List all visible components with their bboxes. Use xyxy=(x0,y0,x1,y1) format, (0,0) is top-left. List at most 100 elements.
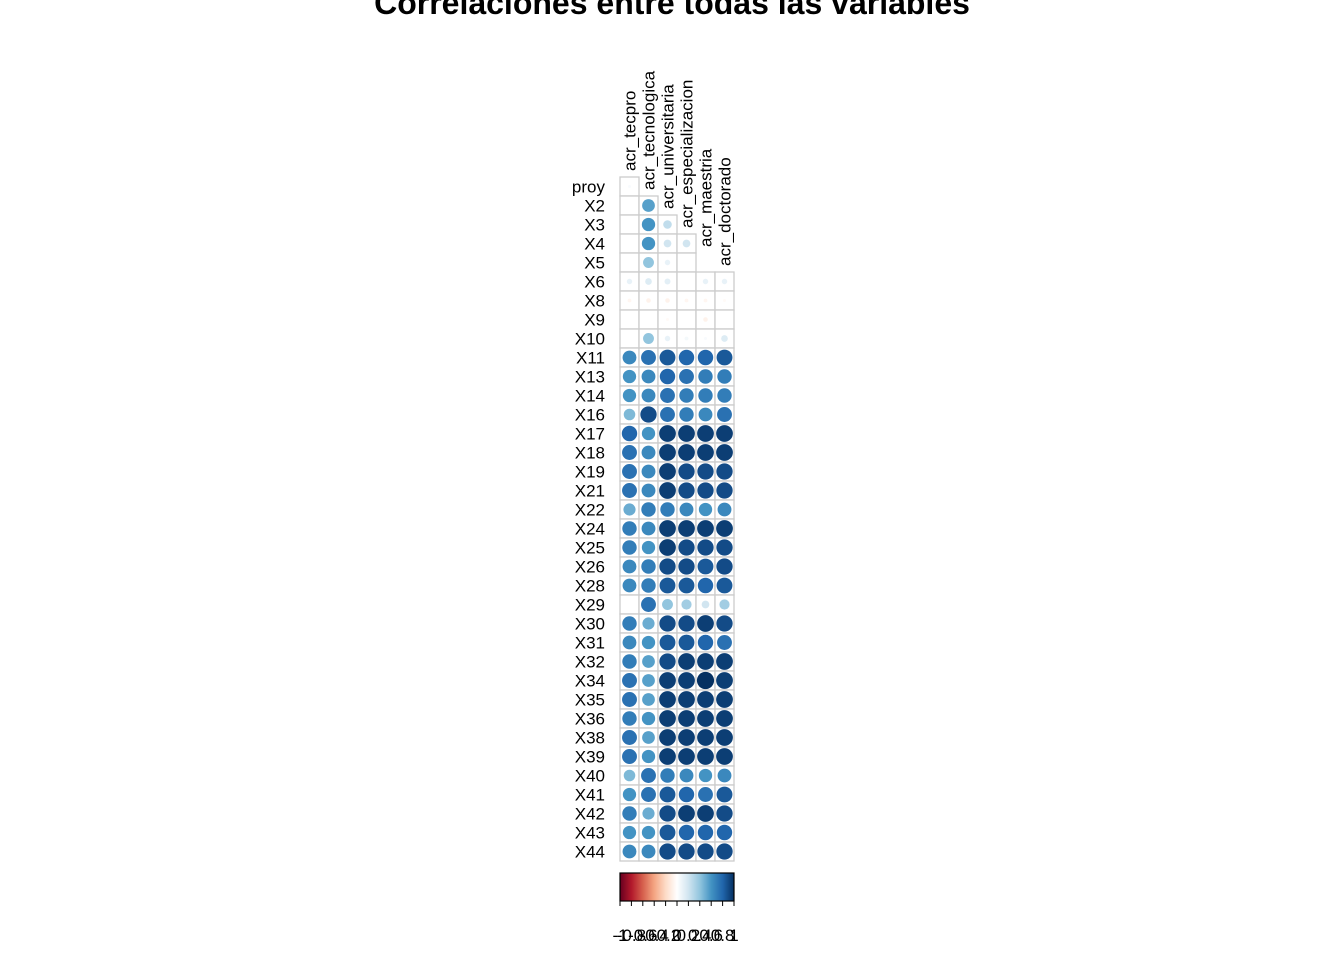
row-label: X42 xyxy=(575,805,605,824)
correlation-circle xyxy=(659,463,676,480)
cell-border xyxy=(677,272,696,291)
correlation-circle xyxy=(678,843,694,859)
correlation-circle xyxy=(678,615,694,631)
correlation-circle xyxy=(678,729,695,746)
row-label: X35 xyxy=(575,691,605,710)
correlation-circle xyxy=(642,541,655,554)
cell-grid xyxy=(620,177,734,861)
correlation-circle xyxy=(622,673,637,688)
row-label: X41 xyxy=(575,786,605,805)
correlation-circle xyxy=(679,350,694,365)
cell-border xyxy=(620,253,639,272)
correlation-circle xyxy=(660,635,676,651)
correlation-circle xyxy=(659,444,676,461)
correlation-circle xyxy=(622,711,636,725)
correlation-circle xyxy=(678,444,695,461)
correlation-circle xyxy=(643,333,654,344)
correlation-circle xyxy=(622,464,637,479)
correlation-circle xyxy=(666,318,669,321)
cell-border xyxy=(620,234,639,253)
correlation-circle xyxy=(717,635,732,650)
correlation-circle xyxy=(698,559,714,575)
correlation-circle xyxy=(623,351,637,365)
correlation-circle xyxy=(698,369,712,383)
row-label: X34 xyxy=(575,672,605,691)
column-label: acr_doctorado xyxy=(716,157,735,266)
correlation-circle xyxy=(697,729,714,746)
correlation-circle xyxy=(659,653,675,669)
correlation-circle xyxy=(681,599,691,609)
correlation-circle xyxy=(683,240,691,248)
correlation-circle xyxy=(698,635,713,650)
correlation-circle xyxy=(659,710,676,727)
column-label: acr_tecnologica xyxy=(640,70,659,190)
column-label: acr_tecpro xyxy=(621,91,640,171)
correlation-circle xyxy=(716,710,733,727)
correlation-circle xyxy=(659,748,676,765)
correlation-circle xyxy=(718,769,732,783)
correlation-circle xyxy=(716,425,733,442)
correlation-circle xyxy=(659,425,676,442)
column-label: acr_maestria xyxy=(697,148,716,247)
correlation-circle xyxy=(697,710,714,727)
correlation-circle xyxy=(678,710,695,727)
correlation-circle xyxy=(678,482,694,498)
correlation-circle xyxy=(716,615,732,631)
correlation-circle xyxy=(678,748,695,765)
correlation-circle xyxy=(698,350,713,365)
chart-title: Correlaciones entre todas las variables xyxy=(374,0,970,21)
correlation-circle xyxy=(703,317,708,322)
row-label: X2 xyxy=(584,197,605,216)
correlation-circle xyxy=(623,579,637,593)
correlation-circle xyxy=(717,787,733,803)
correlation-circle xyxy=(642,636,655,649)
row-label: X43 xyxy=(575,824,605,843)
correlation-circle xyxy=(623,560,637,574)
cell-border xyxy=(620,329,639,348)
correlation-circle xyxy=(660,388,675,403)
correlation-circle xyxy=(717,407,732,422)
correlation-circle xyxy=(660,787,676,803)
correlation-circle xyxy=(622,730,637,745)
correlation-circle xyxy=(641,578,655,592)
correlation-circle xyxy=(697,843,713,859)
correlation-circle xyxy=(642,807,654,819)
row-label: X26 xyxy=(575,558,605,577)
correlation-circle xyxy=(697,748,714,765)
correlation-circle xyxy=(678,805,695,822)
correlation-circle xyxy=(698,825,713,840)
correlation-circle xyxy=(645,278,652,285)
correlation-circle xyxy=(660,502,674,516)
column-label: acr_especializacion xyxy=(678,80,697,228)
correlation-circle xyxy=(697,691,714,708)
cell-border xyxy=(639,310,658,329)
correlation-circle xyxy=(622,806,636,820)
correlation-circle xyxy=(646,298,651,303)
correlation-circle xyxy=(697,672,714,689)
correlation-circle xyxy=(659,539,676,556)
correlation-circle xyxy=(678,558,694,574)
row-label: X36 xyxy=(575,710,605,729)
correlation-circle xyxy=(663,220,672,229)
correlation-circle xyxy=(679,825,694,840)
row-label: X14 xyxy=(575,387,605,406)
row-label: X3 xyxy=(584,216,605,235)
correlation-circle xyxy=(642,218,655,231)
correlation-circle xyxy=(640,406,656,422)
correlation-circle xyxy=(622,445,637,460)
correlation-circle xyxy=(699,769,712,782)
correlation-circle xyxy=(698,578,713,593)
correlation-circle xyxy=(659,843,675,859)
correlation-circle xyxy=(716,520,733,537)
correlation-circle xyxy=(660,825,676,841)
correlation-circle xyxy=(679,388,693,402)
correlation-circle xyxy=(624,409,636,421)
correlation-circle xyxy=(641,350,656,365)
correlation-circle xyxy=(642,465,656,479)
row-label: X22 xyxy=(575,501,605,520)
correlation-circle xyxy=(641,597,656,612)
correlation-circle xyxy=(704,299,708,303)
correlation-circle xyxy=(716,691,733,708)
correlation-circle xyxy=(642,845,656,859)
